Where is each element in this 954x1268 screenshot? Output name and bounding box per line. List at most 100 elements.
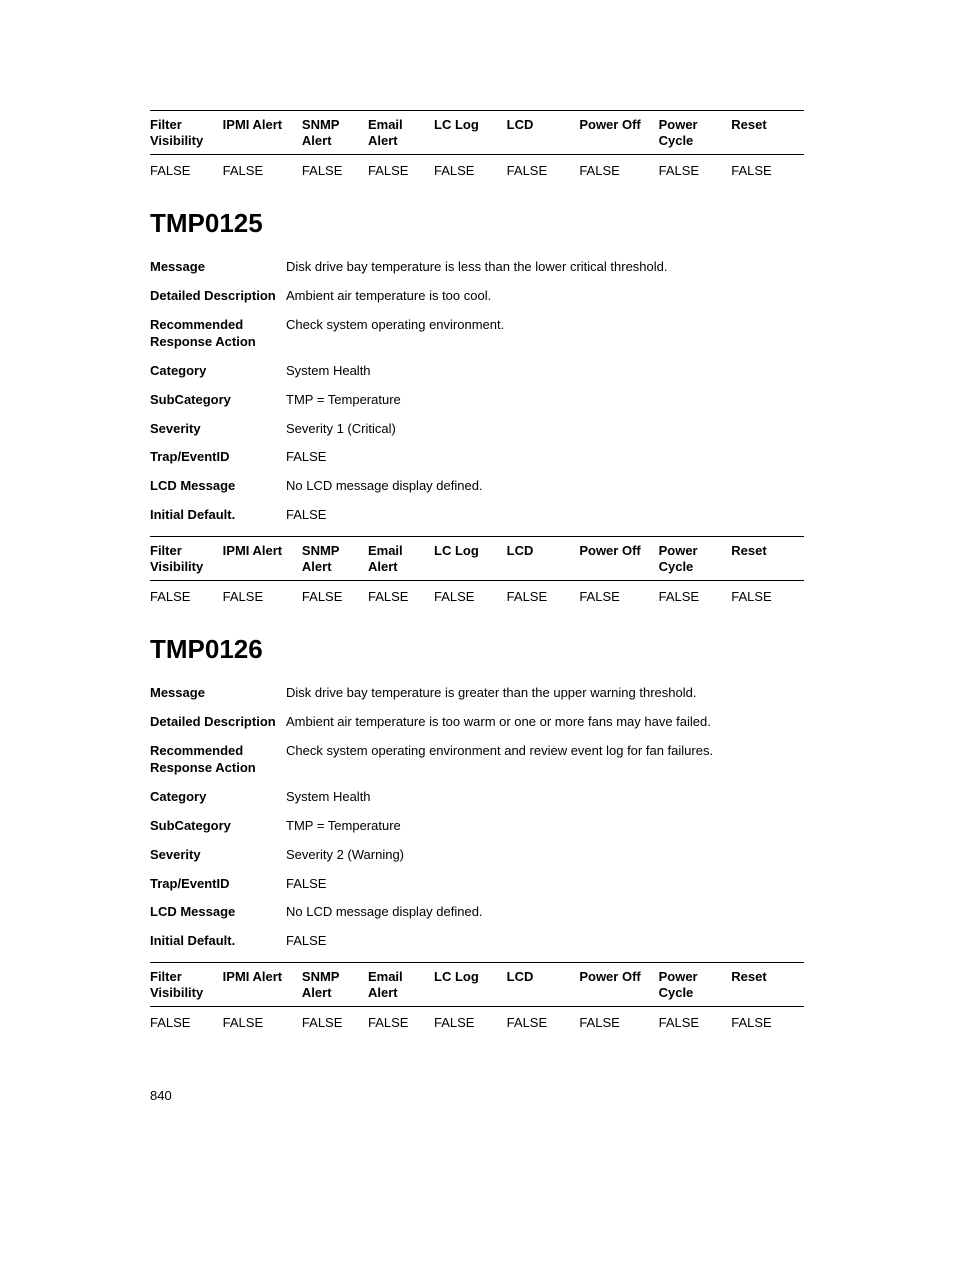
cell: FALSE — [507, 1007, 580, 1039]
cell: FALSE — [434, 581, 507, 613]
value-message: Disk drive bay temperature is greater th… — [286, 679, 804, 708]
cell: FALSE — [223, 581, 302, 613]
col-email-alert: Email Alert — [368, 111, 434, 155]
value-severity: Severity 2 (Warning) — [286, 841, 804, 870]
col-email-alert: Email Alert — [368, 537, 434, 581]
alert-table-top: Filter Visibility IPMI Alert SNMP Alert … — [150, 110, 804, 186]
col-power-cycle: Power Cycle — [659, 111, 732, 155]
cell: FALSE — [302, 581, 368, 613]
cell: FALSE — [302, 155, 368, 187]
label-trap: Trap/EventID — [150, 870, 286, 899]
col-power-off: Power Off — [579, 963, 658, 1007]
col-ipmi-alert: IPMI Alert — [223, 963, 302, 1007]
label-severity: Severity — [150, 415, 286, 444]
value-recommended: Check system operating environment. — [286, 311, 804, 357]
cell: FALSE — [579, 1007, 658, 1039]
cell: FALSE — [223, 1007, 302, 1039]
cell: FALSE — [302, 1007, 368, 1039]
value-initial: FALSE — [286, 501, 804, 530]
cell: FALSE — [434, 1007, 507, 1039]
value-severity: Severity 1 (Critical) — [286, 415, 804, 444]
cell: FALSE — [150, 581, 223, 613]
value-recommended: Check system operating environment and r… — [286, 737, 804, 783]
label-trap: Trap/EventID — [150, 443, 286, 472]
label-recommended: Recommended Response Action — [150, 311, 286, 357]
label-category: Category — [150, 783, 286, 812]
cell: FALSE — [507, 155, 580, 187]
label-initial: Initial Default. — [150, 501, 286, 530]
cell: FALSE — [150, 1007, 223, 1039]
label-message: Message — [150, 679, 286, 708]
cell: FALSE — [368, 581, 434, 613]
value-subcategory: TMP = Temperature — [286, 386, 804, 415]
page-container: Filter Visibility IPMI Alert SNMP Alert … — [0, 0, 954, 1163]
label-initial: Initial Default. — [150, 927, 286, 956]
col-power-off: Power Off — [579, 111, 658, 155]
col-lcd: LCD — [507, 537, 580, 581]
value-detailed: Ambient air temperature is too warm or o… — [286, 708, 804, 737]
label-detailed: Detailed Description — [150, 282, 286, 311]
value-subcategory: TMP = Temperature — [286, 812, 804, 841]
col-lc-log: LC Log — [434, 537, 507, 581]
col-reset: Reset — [731, 963, 804, 1007]
label-lcd: LCD Message — [150, 472, 286, 501]
alert-table-tmp0126: Filter Visibility IPMI Alert SNMP Alert … — [150, 962, 804, 1038]
heading-tmp0126: TMP0126 — [150, 634, 804, 665]
cell: FALSE — [507, 581, 580, 613]
value-detailed: Ambient air temperature is too cool. — [286, 282, 804, 311]
value-lcd: No LCD message display defined. — [286, 472, 804, 501]
heading-tmp0125: TMP0125 — [150, 208, 804, 239]
col-power-cycle: Power Cycle — [659, 963, 732, 1007]
col-power-off: Power Off — [579, 537, 658, 581]
alert-header-row: Filter Visibility IPMI Alert SNMP Alert … — [150, 111, 804, 155]
value-message: Disk drive bay temperature is less than … — [286, 253, 804, 282]
col-filter-visibility: Filter Visibility — [150, 963, 223, 1007]
cell: FALSE — [731, 581, 804, 613]
label-lcd: LCD Message — [150, 898, 286, 927]
cell: FALSE — [368, 155, 434, 187]
cell: FALSE — [659, 1007, 732, 1039]
col-filter-visibility: Filter Visibility — [150, 111, 223, 155]
col-reset: Reset — [731, 537, 804, 581]
label-severity: Severity — [150, 841, 286, 870]
col-email-alert: Email Alert — [368, 963, 434, 1007]
cell: FALSE — [731, 155, 804, 187]
label-detailed: Detailed Description — [150, 708, 286, 737]
alert-data-row: FALSE FALSE FALSE FALSE FALSE FALSE FALS… — [150, 1007, 804, 1039]
col-snmp-alert: SNMP Alert — [302, 111, 368, 155]
cell: FALSE — [368, 1007, 434, 1039]
label-category: Category — [150, 357, 286, 386]
cell: FALSE — [434, 155, 507, 187]
col-reset: Reset — [731, 111, 804, 155]
label-message: Message — [150, 253, 286, 282]
cell: FALSE — [150, 155, 223, 187]
cell: FALSE — [659, 155, 732, 187]
alert-data-row: FALSE FALSE FALSE FALSE FALSE FALSE FALS… — [150, 155, 804, 187]
cell: FALSE — [579, 155, 658, 187]
alert-header-row: Filter Visibility IPMI Alert SNMP Alert … — [150, 537, 804, 581]
cell: FALSE — [731, 1007, 804, 1039]
label-subcategory: SubCategory — [150, 386, 286, 415]
cell: FALSE — [579, 581, 658, 613]
value-category: System Health — [286, 357, 804, 386]
value-trap: FALSE — [286, 870, 804, 899]
col-snmp-alert: SNMP Alert — [302, 963, 368, 1007]
value-trap: FALSE — [286, 443, 804, 472]
value-category: System Health — [286, 783, 804, 812]
page-number: 840 — [150, 1088, 804, 1103]
cell: FALSE — [659, 581, 732, 613]
alert-header-row: Filter Visibility IPMI Alert SNMP Alert … — [150, 963, 804, 1007]
col-lcd: LCD — [507, 111, 580, 155]
col-lc-log: LC Log — [434, 963, 507, 1007]
col-power-cycle: Power Cycle — [659, 537, 732, 581]
detail-table-tmp0126: Message Disk drive bay temperature is gr… — [150, 679, 804, 956]
col-filter-visibility: Filter Visibility — [150, 537, 223, 581]
col-ipmi-alert: IPMI Alert — [223, 537, 302, 581]
value-initial: FALSE — [286, 927, 804, 956]
col-snmp-alert: SNMP Alert — [302, 537, 368, 581]
alert-data-row: FALSE FALSE FALSE FALSE FALSE FALSE FALS… — [150, 581, 804, 613]
col-lc-log: LC Log — [434, 111, 507, 155]
cell: FALSE — [223, 155, 302, 187]
value-lcd: No LCD message display defined. — [286, 898, 804, 927]
label-subcategory: SubCategory — [150, 812, 286, 841]
